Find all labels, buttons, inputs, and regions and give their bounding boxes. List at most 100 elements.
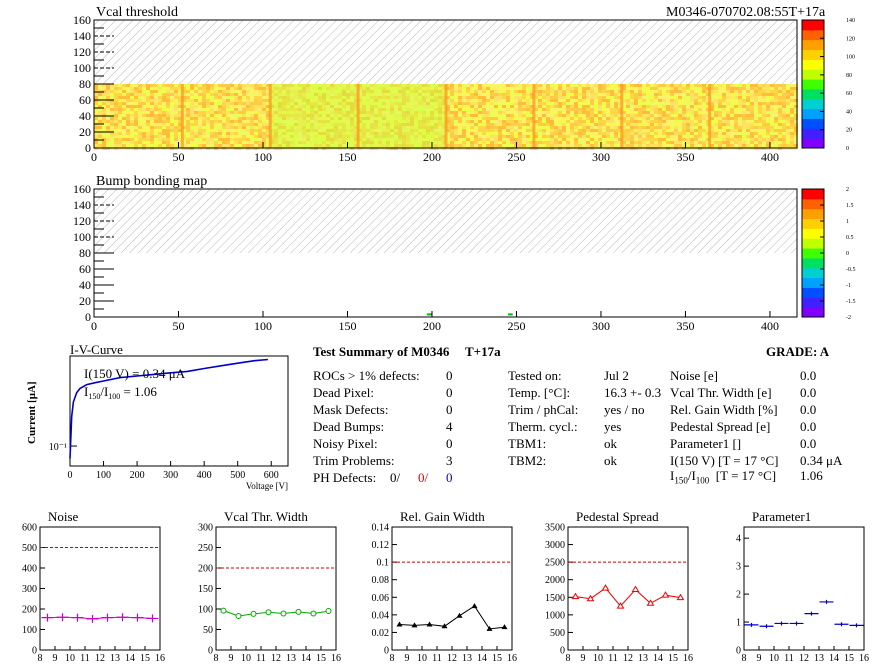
iv-ylabel: Current [μA] — [26, 381, 38, 444]
plot-frame — [391, 526, 513, 651]
summary-tag: T+17a — [465, 344, 501, 359]
x-tick-label: 9 — [757, 653, 762, 664]
y-tick-label: 160 — [73, 182, 91, 196]
x-tick-label: 11 — [256, 653, 266, 664]
iv-x-tick-label: 500 — [230, 470, 245, 481]
roc-border — [356, 84, 360, 148]
colorbar-cell — [802, 228, 824, 239]
hatched-area — [94, 20, 797, 84]
param-label: Noise [e] — [670, 368, 719, 383]
x-tick-label: 11 — [432, 653, 442, 664]
x-tick-label: 10 — [769, 653, 779, 664]
ratio-sub2: 100 — [695, 475, 710, 486]
x-tick-label: 8 — [566, 653, 571, 664]
colorbar-tick-label: 140 — [846, 18, 855, 24]
data-point — [586, 594, 595, 602]
y-tick-label: 120 — [73, 214, 91, 228]
data-point — [834, 622, 849, 627]
defect-value: 4 — [446, 419, 453, 434]
x-tick-label: 11 — [80, 653, 90, 664]
y-tick-label: 300 — [22, 584, 37, 595]
plot-title: Rel. Gain Width — [400, 509, 485, 524]
y-tick-label: 2000 — [545, 575, 565, 586]
y-tick-label: 120 — [73, 45, 91, 59]
data-point — [849, 623, 864, 628]
colorbar-cell — [802, 29, 824, 41]
x-tick-label: 13 — [814, 653, 824, 664]
x-tick-label: 10 — [593, 653, 603, 664]
y-tick-label: 2 — [736, 590, 741, 601]
data-point — [774, 621, 789, 626]
ph-value-1: 0/ — [390, 470, 401, 485]
x-tick-label: 100 — [254, 150, 272, 164]
x-tick-label: 250 — [507, 319, 525, 333]
colorbar-cell — [802, 49, 824, 60]
defect-value: 0 — [446, 402, 453, 417]
iv-x-tick-label: 300 — [163, 470, 178, 481]
colorbar-cell — [802, 277, 824, 288]
iv-x-tick-label: 600 — [264, 470, 279, 481]
x-tick-label: 16 — [331, 653, 341, 664]
dead-bump — [508, 313, 512, 316]
plot-rel-gain-width: Rel. Gain Width 8 9 10 11 12 13 14 15 16 0 0.02 0.04… — [372, 509, 518, 664]
condition-value: yes — [604, 419, 622, 434]
param-label: Rel. Gain Width [%] — [670, 402, 778, 417]
data-point — [804, 611, 819, 616]
x-tick-label: 11 — [608, 653, 618, 664]
param-value: 0.34 μA — [800, 453, 843, 468]
colorbar-cell — [802, 238, 824, 249]
defect-label: ROCs > 1% defects: — [313, 368, 420, 383]
x-tick-label: 13 — [110, 653, 120, 664]
defect-label: Dead Bumps: — [313, 419, 385, 434]
condition-label: TBM1: — [508, 436, 547, 451]
colorbar-cell — [802, 59, 824, 70]
colorbar-cell — [802, 257, 824, 269]
y-tick-label: 1000 — [545, 610, 565, 621]
param-value: 0.0 — [800, 436, 817, 451]
data-point — [250, 610, 257, 617]
plot-title: Noise — [48, 509, 79, 524]
x-tick-label: 200 — [423, 319, 441, 333]
y-tick-label: 0.08 — [372, 575, 390, 586]
defect-label: Mask Defects: — [313, 402, 389, 417]
colorbar-tick-label: 0 — [846, 146, 849, 152]
condition-label: Therm. cycl.: — [508, 419, 578, 434]
y-tick-label: 0 — [85, 310, 91, 324]
y-tick-label: 0.1 — [377, 558, 390, 569]
y-tick-label: 3000 — [545, 540, 565, 551]
iv-x-tick-label: 200 — [130, 470, 145, 481]
param-label: Pedestal Spread [e] — [670, 419, 771, 434]
x-tick-label: 350 — [676, 319, 694, 333]
x-tick-label: 200 — [423, 150, 441, 164]
x-tick-label: 9 — [53, 653, 58, 664]
iv-x-tick-label: 400 — [197, 470, 212, 481]
ratio-cond: [T = 17 °C] — [709, 468, 777, 483]
x-tick-label: 10 — [241, 653, 251, 664]
defect-value: 0 — [446, 436, 453, 451]
x-tick-label: 10 — [65, 653, 75, 664]
data-point — [325, 608, 332, 615]
colorbar-cell — [802, 218, 824, 229]
roc-border — [444, 84, 448, 148]
y-tick-label: 0.14 — [372, 523, 390, 534]
x-tick-label: 50 — [172, 319, 184, 333]
plot-vcal-thr-width: Vcal Thr. Width 8 9 10 11 12 13 14 15 16 0 50 100 150… — [198, 509, 341, 664]
defect-value: 3 — [446, 453, 453, 468]
x-tick-label: 9 — [405, 653, 410, 664]
colorbar-cell — [802, 287, 824, 298]
condition-label: Trim / phCal: — [508, 402, 579, 417]
y-tick-label: 60 — [79, 93, 91, 107]
plot-frame — [215, 526, 337, 651]
x-tick-label: 14 — [477, 653, 487, 664]
y-tick-label: 100 — [198, 605, 213, 616]
colorbar-tick-label: 0 — [846, 251, 849, 257]
colorbar-frame — [801, 19, 825, 149]
colorbar-cell — [802, 307, 824, 318]
dead-bump — [509, 313, 513, 316]
y-tick-label: 100 — [22, 625, 37, 636]
x-tick-label: 13 — [638, 653, 648, 664]
iv-title: I-V-Curve — [70, 342, 123, 357]
